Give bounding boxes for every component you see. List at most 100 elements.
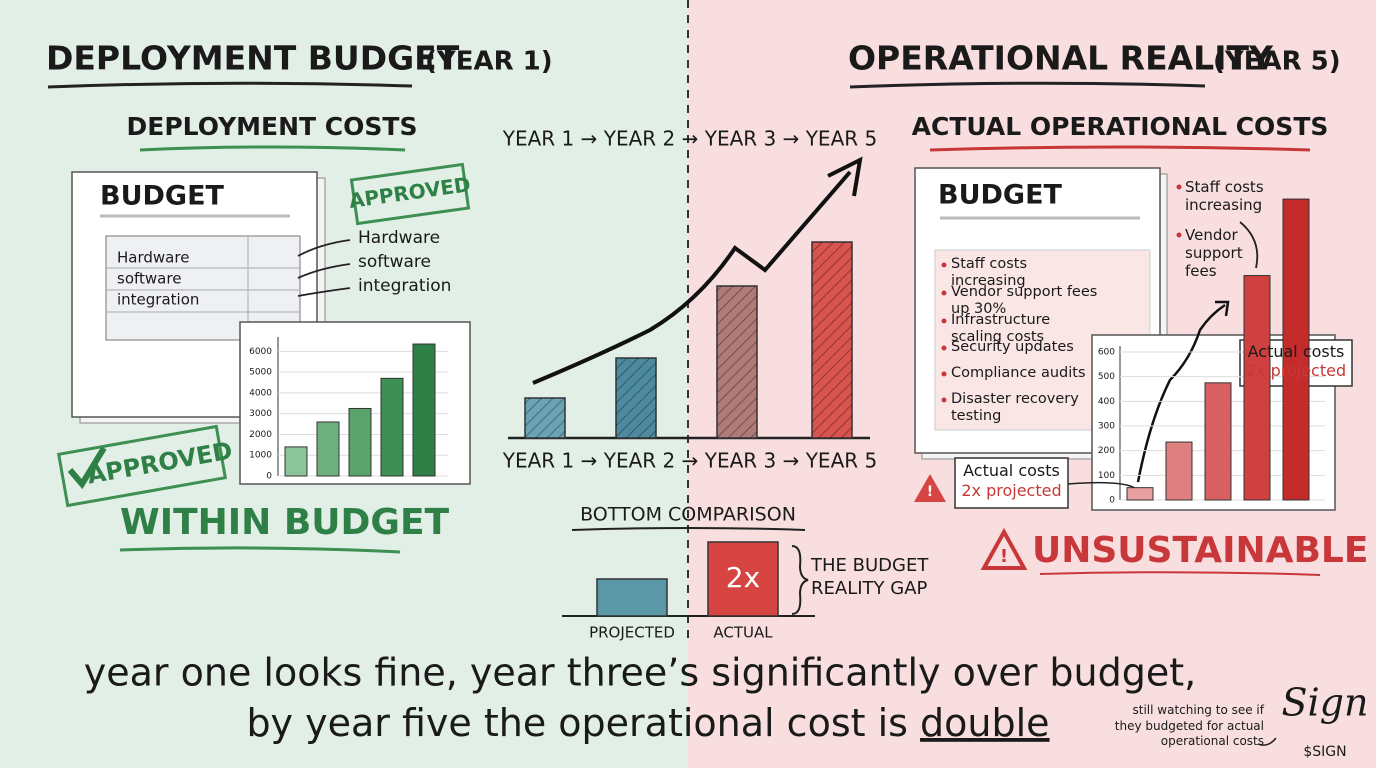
note-text: 2x projected bbox=[1245, 361, 1347, 380]
callout: Staff costs increasing bbox=[1185, 178, 1264, 214]
doc-row: Hardware bbox=[117, 249, 189, 267]
list-item: Security updates bbox=[951, 339, 1074, 355]
callout-arrows bbox=[297, 239, 351, 297]
bar bbox=[284, 446, 308, 477]
bar-hatch bbox=[616, 358, 656, 438]
logo: Sign bbox=[1282, 681, 1369, 725]
y-tick-label: 100 bbox=[1098, 471, 1115, 481]
caption-part: by year five the operational cost is bbox=[246, 701, 920, 745]
verdict: WITHIN BUDGET bbox=[120, 502, 450, 543]
warning-glyph: ! bbox=[927, 484, 933, 500]
y-tick-label: 600 bbox=[1098, 348, 1115, 358]
doc-row: integration bbox=[117, 291, 199, 309]
caption-emphasis: double bbox=[920, 701, 1050, 745]
brace-text: THE BUDGET REALITY GAP bbox=[811, 555, 929, 599]
bullet bbox=[941, 318, 947, 324]
bar-hatch bbox=[812, 242, 852, 438]
title: OPERATIONAL REALITY bbox=[848, 39, 1274, 78]
doc-row: software bbox=[117, 270, 181, 288]
y-tick-label: 5000 bbox=[249, 368, 272, 378]
y-tick-label: 6000 bbox=[249, 347, 272, 357]
trend-arrow bbox=[1136, 303, 1226, 483]
list-item: Vendor support fees up 30% bbox=[951, 284, 1098, 318]
y-tick-label: 1000 bbox=[249, 451, 272, 461]
callout: integration bbox=[358, 276, 451, 296]
y-tick-label: 0 bbox=[1109, 496, 1115, 506]
note-text: 2x projected bbox=[961, 481, 1062, 500]
footer-arrow bbox=[1257, 737, 1277, 746]
warning-glyph: ! bbox=[1000, 546, 1008, 567]
bar bbox=[1282, 198, 1310, 501]
section-title: DEPLOYMENT COSTS bbox=[127, 112, 418, 141]
callout: software bbox=[358, 252, 431, 272]
y-tick-label: 0 bbox=[266, 472, 272, 482]
brace bbox=[791, 545, 809, 615]
underline bbox=[849, 81, 1206, 89]
bullet bbox=[941, 290, 947, 296]
timeline: YEAR 1 → YEAR 2 → YEAR 3 → YEAR 5 bbox=[502, 449, 877, 473]
list-item: Disaster recovery testing bbox=[951, 391, 1079, 425]
list-item: Staff costs increasing bbox=[951, 256, 1028, 290]
y-tick-label: 2000 bbox=[249, 430, 272, 440]
category-label: ACTUAL bbox=[713, 624, 773, 642]
title: DEPLOYMENT BUDGET bbox=[46, 39, 460, 78]
bar bbox=[412, 343, 436, 477]
note-text: Actual costs bbox=[963, 461, 1060, 480]
bullet bbox=[1176, 232, 1182, 238]
underline bbox=[119, 546, 401, 554]
doc-title: BUDGET bbox=[938, 180, 1063, 211]
ticker: $SIGN bbox=[1303, 744, 1346, 760]
list-item: Infrastructure scaling costs bbox=[951, 312, 1051, 346]
stamp bbox=[56, 424, 228, 508]
bar bbox=[1126, 487, 1154, 501]
y-tick-label: 3000 bbox=[249, 409, 272, 419]
footer-note: still watching to see if they budgeted f… bbox=[1114, 703, 1264, 749]
bar bbox=[316, 421, 340, 477]
value-label: 2x bbox=[726, 561, 760, 594]
note-arrow bbox=[1067, 481, 1136, 489]
bullet bbox=[1176, 184, 1182, 190]
checkmark bbox=[67, 446, 107, 490]
section-title: ACTUAL OPERATIONAL COSTS bbox=[912, 112, 1329, 141]
underline bbox=[1039, 571, 1321, 576]
bar-hatch bbox=[525, 398, 565, 438]
warning-icon bbox=[980, 527, 1028, 570]
timeline: YEAR 1 → YEAR 2 → YEAR 3 → YEAR 5 bbox=[502, 127, 877, 151]
stamp bbox=[349, 162, 471, 226]
y-tick-label: 200 bbox=[1098, 446, 1115, 456]
category-label: PROJECTED bbox=[589, 624, 675, 642]
underline bbox=[47, 81, 413, 89]
warning-icon bbox=[914, 474, 946, 502]
callout: Vendor support fees bbox=[1185, 226, 1243, 280]
arrowhead bbox=[1215, 300, 1230, 317]
bullet bbox=[941, 397, 947, 403]
y-tick-label: 300 bbox=[1098, 422, 1115, 432]
caption: by year five the operational cost is dou… bbox=[246, 701, 1049, 745]
bar bbox=[1204, 382, 1232, 501]
y-tick-label: 500 bbox=[1098, 372, 1115, 382]
y-tick-label: 4000 bbox=[249, 388, 272, 398]
comparison-title: BOTTOM COMPARISON bbox=[580, 504, 796, 526]
underline bbox=[139, 145, 406, 152]
title-note: (YEAR 1) bbox=[425, 47, 553, 77]
bullet bbox=[941, 345, 947, 351]
callout: Hardware bbox=[358, 228, 440, 248]
bar bbox=[707, 541, 779, 617]
title-note: (YEAR 5) bbox=[1213, 47, 1341, 77]
caption: year one looks fine, year three’s signif… bbox=[84, 651, 1196, 695]
arrowhead bbox=[827, 156, 863, 197]
bar-hatch bbox=[717, 286, 757, 438]
bullet bbox=[941, 262, 947, 268]
note-text: Actual costs bbox=[1247, 342, 1345, 361]
trend-arrow bbox=[532, 170, 852, 385]
verdict: UNSUSTAINABLE bbox=[1032, 530, 1368, 571]
bar bbox=[1165, 441, 1193, 501]
note-box bbox=[954, 457, 1069, 509]
bar bbox=[348, 407, 372, 477]
bar bbox=[1243, 275, 1271, 501]
bullet bbox=[941, 371, 947, 377]
list-item: Compliance audits bbox=[951, 365, 1086, 381]
doc-title: BUDGET bbox=[100, 181, 225, 212]
